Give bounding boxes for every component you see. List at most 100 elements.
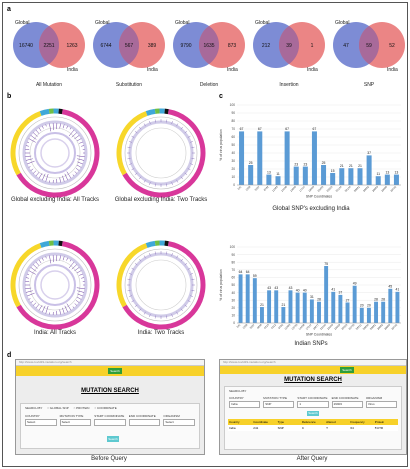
- mutation-tick: [166, 119, 168, 123]
- x-tick-label: 28881: [369, 322, 377, 330]
- venn-india-label: India: [307, 67, 318, 73]
- table-header-cell[interactable]: Frequency: [350, 420, 365, 424]
- field-input[interactable]: India: [229, 401, 261, 408]
- bar: [267, 290, 272, 323]
- venn-diagram: Global India 6744 567 389: [93, 20, 165, 73]
- mutation-tick: [187, 135, 191, 138]
- mutation-tick: [42, 125, 44, 129]
- field-input[interactable]: 1: [297, 401, 329, 408]
- panel-label-b: b: [7, 93, 12, 100]
- venn-india-label: India: [227, 67, 238, 73]
- table-header-cell[interactable]: Reference: [301, 420, 316, 424]
- search-field: MUTATION TYPE Select: [59, 414, 92, 426]
- mutation-tick: [35, 261, 40, 266]
- mutation-tick: [71, 132, 78, 138]
- circos-caption: India: All Tracks: [33, 330, 77, 336]
- orf1ab-segment: [16, 109, 100, 198]
- panel-label-d: d: [7, 352, 12, 359]
- track-ring: [124, 248, 198, 322]
- table-header-cell[interactable]: Country: [229, 420, 240, 424]
- before-search-button[interactable]: Search: [107, 436, 119, 442]
- mutation-tick: [138, 176, 142, 180]
- bar: [374, 301, 379, 323]
- data-label: 67: [313, 127, 317, 131]
- field-input[interactable]: Select: [25, 419, 57, 426]
- x-tick-label: 26144: [335, 184, 343, 192]
- table-header-cell[interactable]: Type: [277, 420, 285, 424]
- bar: [302, 166, 308, 185]
- field-input[interactable]: Select: [163, 419, 195, 426]
- before-query-screenshot: http://www.covid19-mutation.org/search S…: [15, 359, 205, 455]
- nav-search-button[interactable]: Search: [340, 367, 354, 373]
- track-ring: [29, 127, 81, 179]
- bar: [288, 290, 293, 323]
- mutation-tick: [75, 300, 80, 303]
- mutation-density-track: [22, 252, 88, 318]
- after-search-by-label: SEARCH BY: [229, 389, 247, 393]
- orf1ab-segment: [122, 241, 206, 330]
- venn-diagram: Global India 212 39 1: [253, 20, 325, 73]
- mutation-tick: [25, 155, 32, 158]
- venn-overlap: [39, 22, 59, 68]
- results-table: Country Coordinate Type Reference Altered Fre…: [228, 419, 398, 431]
- data-label: 43: [289, 286, 293, 290]
- bar: [359, 307, 364, 323]
- mutation-tick: [127, 290, 131, 292]
- mutation-tick: [25, 290, 33, 293]
- field-input[interactable]: SNP: [263, 401, 295, 408]
- x-axis-label: SNP Coordinates: [306, 195, 332, 199]
- data-label: 13: [267, 170, 271, 174]
- mutation-tick: [42, 305, 46, 313]
- after-search-button[interactable]: Search: [307, 411, 319, 416]
- venn-overlap-count: 1635: [203, 43, 214, 49]
- x-tick-label: 3037: [254, 184, 261, 191]
- mutation-tick: [131, 300, 135, 303]
- table-row[interactable]: India 241 SNP C T 64 5'UTR: [228, 425, 398, 431]
- table-header-cell[interactable]: Coordinate: [253, 420, 268, 424]
- radio-global-snp[interactable]: ○ GLOBAL SNP: [47, 406, 69, 410]
- field-input[interactable]: Virus: [365, 401, 398, 408]
- field-input[interactable]: 29903: [331, 401, 363, 408]
- data-label: 40: [296, 288, 300, 292]
- bar: [245, 274, 250, 323]
- mutation-tick: [32, 264, 38, 269]
- x-tick-label: 29095: [380, 184, 388, 192]
- mutation-tick: [38, 127, 42, 132]
- table-cell: 5'UTR: [374, 426, 384, 430]
- table-header-cell[interactable]: Protein: [374, 420, 385, 424]
- x-tick-label: 6310: [263, 322, 270, 329]
- bar: [252, 278, 257, 323]
- circos-plot: [116, 108, 206, 198]
- mutation-tick: [38, 259, 42, 264]
- mutation-tick: [30, 267, 37, 272]
- data-label: 28: [317, 298, 321, 302]
- bar: [238, 274, 243, 323]
- bar: [324, 266, 329, 323]
- x-tick-label: 13730: [290, 322, 298, 330]
- field-label: ORGANISM: [365, 396, 383, 400]
- field-input[interactable]: [128, 419, 161, 426]
- table-cell: 64: [350, 426, 354, 430]
- mutation-tick: [75, 168, 80, 171]
- mutation-density-track: [22, 120, 88, 186]
- table-header-cell[interactable]: Altered: [326, 420, 336, 424]
- bar: [331, 291, 336, 323]
- search-field: START COORDINATE: [94, 414, 126, 426]
- table-cell: 241: [253, 426, 259, 430]
- circos-plot: [116, 240, 206, 330]
- field-input[interactable]: Select: [59, 419, 92, 426]
- mutation-tick: [171, 120, 173, 124]
- mutation-tick: [166, 251, 168, 255]
- nav-search-button[interactable]: Search: [108, 368, 122, 374]
- spike-segment: [116, 243, 148, 308]
- radio-coordinate[interactable]: ○ COORDINATE: [94, 406, 117, 410]
- field-input[interactable]: [94, 419, 126, 426]
- chart1-title: Global SNP's excluding India: [272, 206, 350, 212]
- venn-overlap-count: 59: [366, 43, 372, 49]
- radio-protein[interactable]: ○ PROTEIN: [73, 406, 90, 410]
- spike-segment: [10, 111, 42, 176]
- bar: [348, 168, 354, 185]
- table-cell: C: [301, 426, 305, 430]
- venn-right-count: 1: [311, 43, 314, 49]
- bar: [388, 288, 393, 323]
